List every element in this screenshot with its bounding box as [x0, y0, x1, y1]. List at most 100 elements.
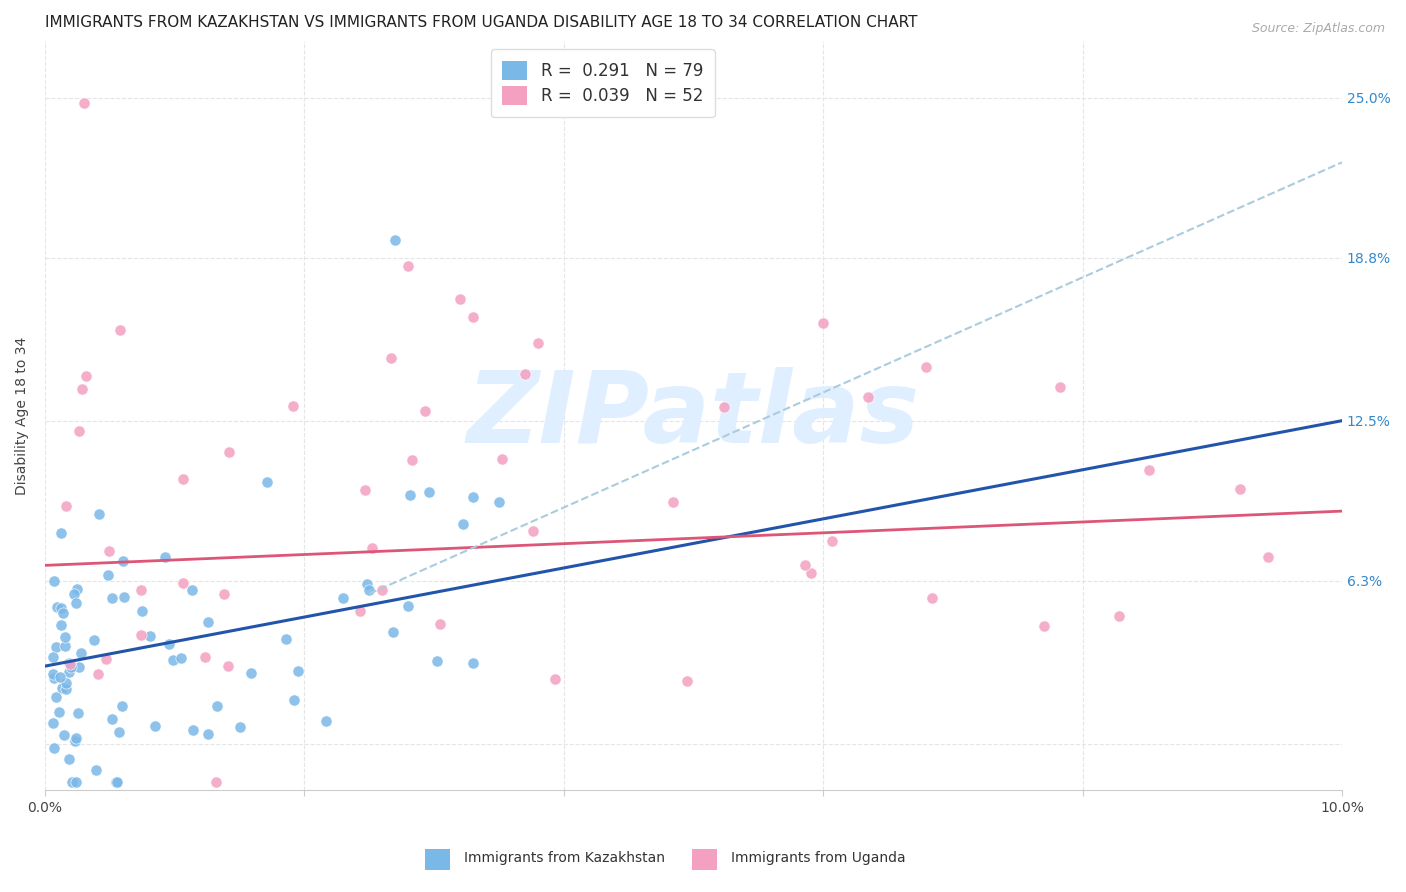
Point: [418, 485, 440, 500]
Point: [153, 550, 176, 565]
Point: [49, 617, 72, 632]
Point: [75, 369, 97, 384]
Point: [105, 775, 128, 789]
Point: [42, 574, 65, 588]
Point: [42, 649, 65, 664]
Point: [675, 673, 697, 688]
Point: [59, 657, 82, 672]
Point: [97, 567, 120, 582]
Text: Immigrants from Uganda: Immigrants from Uganda: [731, 851, 905, 865]
Point: [800, 566, 823, 581]
Point: [371, 582, 394, 597]
Point: [172, 472, 194, 486]
Point: [94, 651, 117, 665]
Point: [527, 336, 550, 351]
Point: [58, 752, 80, 766]
Point: [356, 576, 378, 591]
Point: [491, 451, 513, 466]
Point: [101, 712, 124, 726]
Text: Immigrants from Kazakhstan: Immigrants from Kazakhstan: [464, 851, 665, 865]
Point: [197, 727, 219, 741]
Point: [662, 494, 685, 508]
Point: [281, 399, 304, 413]
Point: [58, 656, 80, 670]
Point: [42, 741, 65, 756]
Point: [821, 534, 844, 549]
Point: [67, 660, 90, 674]
Point: [41, 666, 63, 681]
Point: [65, 596, 87, 610]
Point: [48, 705, 70, 719]
Point: [55, 499, 77, 513]
Point: [108, 724, 131, 739]
Point: [98, 544, 121, 558]
Point: [461, 310, 484, 325]
Point: [172, 575, 194, 590]
Point: [108, 323, 131, 337]
Point: [112, 590, 135, 604]
Point: [1033, 618, 1056, 632]
Point: [380, 351, 402, 365]
Point: [139, 629, 162, 643]
Point: [204, 774, 226, 789]
Point: [197, 615, 219, 629]
Point: [354, 483, 377, 498]
Point: [349, 604, 371, 618]
Point: [713, 401, 735, 415]
Point: [67, 706, 90, 720]
Point: [66, 582, 89, 596]
Point: [513, 367, 536, 381]
Point: [544, 672, 567, 686]
Point: [131, 604, 153, 618]
Point: [401, 453, 423, 467]
Point: [315, 714, 337, 728]
Point: [256, 475, 278, 489]
Point: [63, 587, 86, 601]
Point: [45, 640, 67, 654]
Text: ZIPatlas: ZIPatlas: [467, 367, 920, 464]
Point: [67, 425, 90, 439]
Point: [522, 524, 544, 539]
Point: [52, 606, 75, 620]
Point: [1049, 380, 1071, 394]
Point: [217, 658, 239, 673]
Point: [101, 591, 124, 606]
Point: [449, 292, 471, 306]
Point: [194, 649, 217, 664]
Point: [157, 636, 180, 650]
Point: [59, 660, 82, 674]
Point: [170, 650, 193, 665]
Point: [205, 699, 228, 714]
Point: [73, 95, 96, 110]
Point: [274, 632, 297, 647]
Point: [1257, 549, 1279, 564]
Point: [143, 719, 166, 733]
Point: [45, 690, 67, 704]
Point: [287, 664, 309, 678]
Point: [46, 600, 69, 615]
Legend: R =  0.291   N = 79, R =  0.039   N = 52: R = 0.291 N = 79, R = 0.039 N = 52: [491, 49, 714, 117]
Point: [283, 692, 305, 706]
Point: [240, 666, 263, 681]
Point: [58, 665, 80, 679]
Point: [381, 625, 404, 640]
Y-axis label: Disability Age 18 to 34: Disability Age 18 to 34: [15, 336, 30, 495]
Point: [451, 517, 474, 532]
Point: [183, 723, 205, 738]
Point: [429, 616, 451, 631]
Point: [51, 681, 73, 696]
Point: [398, 488, 420, 502]
Point: [87, 666, 110, 681]
Point: [162, 653, 184, 667]
Point: [84, 763, 107, 777]
Point: [42, 716, 65, 731]
Point: [53, 639, 76, 653]
Point: [463, 656, 485, 670]
Point: [49, 526, 72, 541]
Point: [112, 554, 135, 568]
Point: [218, 445, 240, 459]
Point: [413, 404, 436, 418]
Point: [55, 630, 77, 644]
Point: [65, 775, 87, 789]
Text: IMMIGRANTS FROM KAZAKHSTAN VS IMMIGRANTS FROM UGANDA DISABILITY AGE 18 TO 34 COR: IMMIGRANTS FROM KAZAKHSTAN VS IMMIGRANTS…: [45, 15, 918, 30]
